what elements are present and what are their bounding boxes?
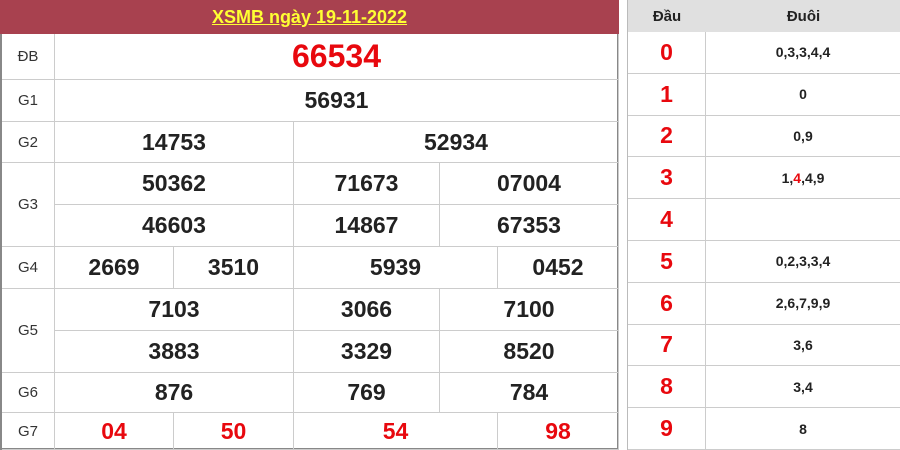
prize-label-g7: G7 — [2, 413, 55, 450]
loto-dau: 6 — [628, 282, 706, 325]
loto-table: Đầu Đuôi 0 0,3,3,4,4 1 0 2 0,9 3 1, 4,4,9 4 5 0,2,3,3… — [627, 0, 900, 450]
loto-dau: 8 — [628, 366, 706, 409]
prize-label-db: ĐB — [2, 34, 55, 80]
prize-number-g2[interactable]: 52934 — [294, 122, 619, 163]
prize-number-g5[interactable]: 3066 — [294, 289, 440, 331]
loto-dau: 1 — [628, 73, 706, 116]
loto-dau: 5 — [628, 241, 706, 283]
loto-duoi: 0,9 — [706, 116, 900, 158]
header-dau: Đầu — [628, 0, 706, 32]
prize-number-g6[interactable]: 769 — [294, 373, 440, 413]
loto-dau: 2 — [628, 115, 706, 158]
prize-number-g3[interactable]: 14867 — [294, 205, 440, 247]
prize-label-g4: G4 — [2, 247, 55, 289]
prize-label-g3: G3 — [2, 163, 55, 247]
loto-dau: 0 — [628, 32, 706, 74]
prize-number-g7[interactable]: 04 — [55, 413, 174, 450]
prize-number-g6[interactable]: 876 — [55, 373, 294, 413]
loto-duoi: 0 — [706, 74, 900, 116]
prize-number-g2[interactable]: 14753 — [55, 122, 294, 163]
results-title[interactable]: XSMB ngày 19-11-2022 — [211, 6, 408, 27]
loto-dau: 3 — [628, 157, 706, 200]
loto-duoi: 3,4 — [706, 366, 900, 409]
loto-duoi: 1, 4,4,9 — [706, 157, 900, 200]
results-table: ĐB 66534 G1 56931 G2 14753 52934 G3 50362 71673 07… — [0, 0, 619, 450]
prize-number-g1[interactable]: 56931 — [55, 80, 619, 122]
header-duoi: Đuôi — [706, 0, 900, 32]
duoi-part: 1, — [781, 169, 794, 186]
prize-number-g3[interactable]: 46603 — [55, 205, 294, 247]
prize-number-g7[interactable]: 54 — [294, 413, 498, 450]
prize-number-g5[interactable]: 7103 — [55, 289, 294, 331]
loto-duoi: 0,2,3,3,4 — [706, 241, 900, 283]
prize-label-g2: G2 — [2, 122, 55, 163]
loto-duoi: 3,6 — [706, 325, 900, 367]
prize-number-g3[interactable]: 67353 — [440, 205, 619, 247]
prize-number-db[interactable]: 66534 — [55, 34, 619, 80]
prize-number-g5[interactable]: 7100 — [440, 289, 619, 331]
prize-number-g3[interactable]: 07004 — [440, 163, 619, 205]
prize-number-g5[interactable]: 8520 — [440, 331, 619, 373]
loto-duoi: 0,3,3,4,4 — [706, 32, 900, 74]
prize-label-g1: G1 — [2, 80, 55, 122]
prize-number-g6[interactable]: 784 — [440, 373, 619, 413]
loto-dau: 4 — [628, 199, 706, 241]
prize-number-g5[interactable]: 3883 — [55, 331, 294, 373]
loto-dau: 7 — [628, 324, 706, 367]
prize-number-g4[interactable]: 2669 — [55, 247, 174, 289]
loto-duoi: 2,6,7,9,9 — [706, 283, 900, 325]
loto-duoi: 8 — [706, 408, 900, 450]
prize-number-g3[interactable]: 71673 — [294, 163, 440, 205]
prize-label-g6: G6 — [2, 373, 55, 413]
highlight-digit: 4 — [793, 169, 802, 186]
loto-dau: 9 — [628, 408, 706, 450]
prize-number-g5[interactable]: 3329 — [294, 331, 440, 373]
prize-number-g7[interactable]: 50 — [174, 413, 294, 450]
prize-number-g4[interactable]: 5939 — [294, 247, 498, 289]
duoi-part: ,4,9 — [801, 169, 825, 186]
prize-number-g3[interactable]: 50362 — [55, 163, 294, 205]
prize-label-g5: G5 — [2, 289, 55, 373]
results-title-bar: XSMB ngày 19-11-2022 — [0, 0, 619, 34]
prize-number-g7[interactable]: 98 — [498, 413, 619, 450]
prize-number-g4[interactable]: 3510 — [174, 247, 294, 289]
prize-number-g4[interactable]: 0452 — [498, 247, 619, 289]
loto-duoi — [706, 199, 900, 241]
